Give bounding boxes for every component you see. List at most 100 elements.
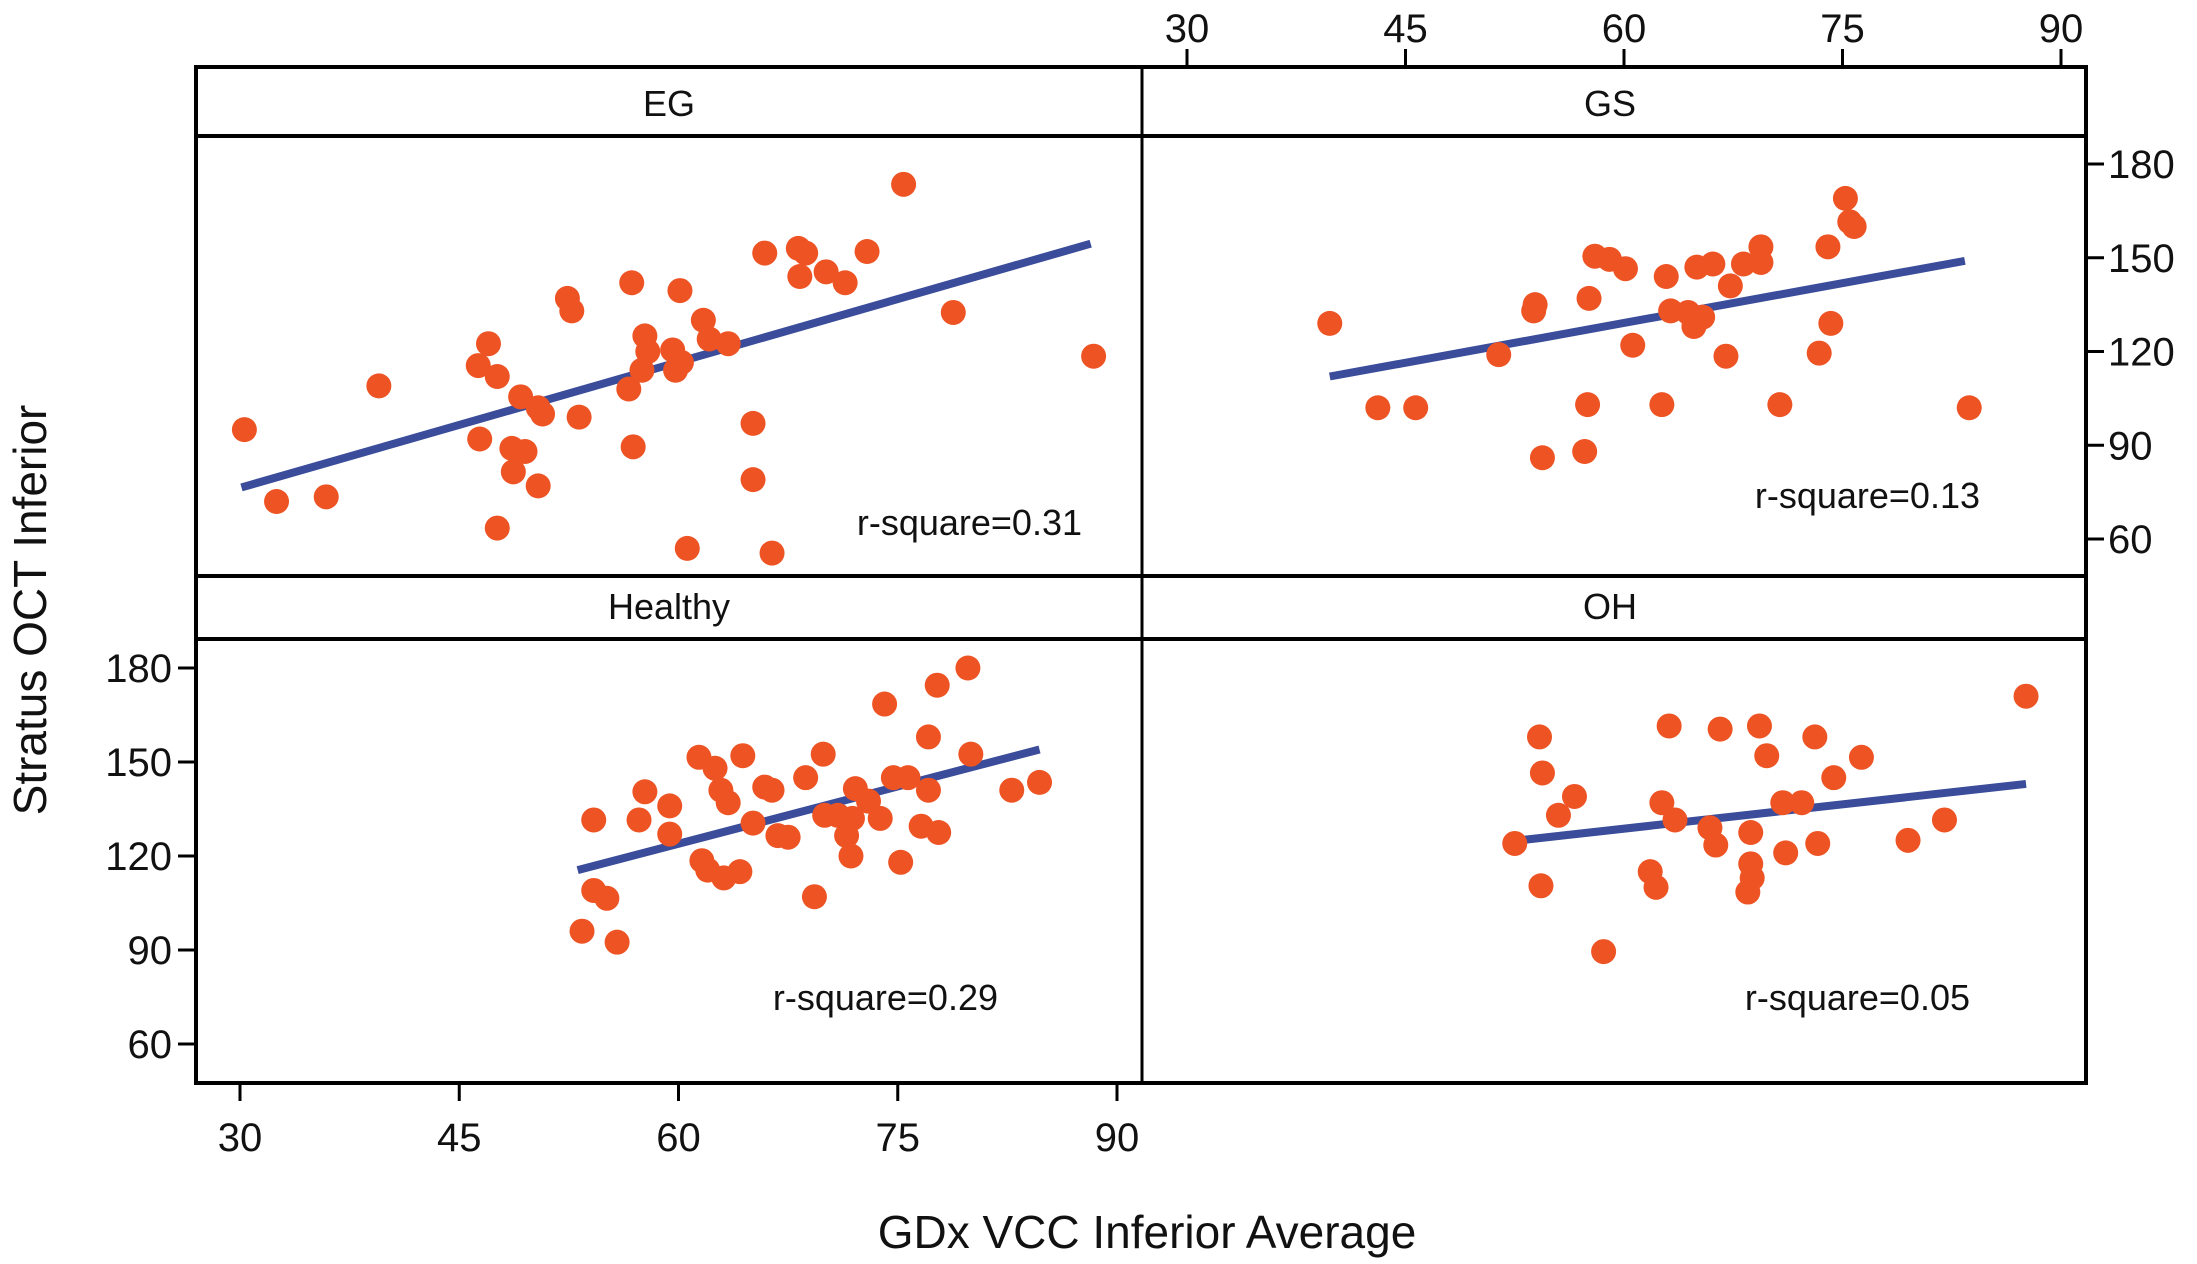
data-point-oh (1662, 807, 1688, 833)
x-tick-label-top: 90 (2039, 7, 2084, 51)
data-point-oh (1707, 716, 1733, 742)
data-point-oh (1754, 743, 1780, 769)
data-point-eg (891, 171, 917, 197)
data-point-eg (715, 331, 741, 357)
y-tick-label-right: 90 (2108, 424, 2153, 468)
strip-labels: EG GS Healthy OH (608, 83, 1637, 627)
data-point-eg (740, 410, 766, 436)
data-point-oh (1656, 713, 1682, 739)
data-point-oh (1773, 840, 1799, 866)
data-point-healthy (915, 724, 941, 750)
data-point-oh (1529, 760, 1555, 786)
data-point-gs (1365, 395, 1391, 421)
data-point-healthy (569, 918, 595, 944)
data-point-oh (1848, 744, 1874, 770)
x-tick-label-top: 75 (1820, 7, 1865, 51)
data-point-oh (1931, 807, 1957, 833)
data-point-gs (1649, 392, 1675, 418)
data-point-oh (1802, 724, 1828, 750)
data-point-healthy (958, 741, 984, 767)
data-point-gs (1748, 249, 1774, 275)
data-point-oh (1821, 765, 1847, 791)
data-point-healthy (727, 859, 753, 885)
data-point-healthy (999, 777, 1025, 803)
data-point-healthy (895, 765, 921, 791)
data-point-eg (616, 376, 642, 402)
data-point-healthy (740, 810, 766, 836)
data-point-gs (1713, 343, 1739, 369)
y-tick-label-left: 90 (128, 929, 173, 973)
data-point-eg (264, 489, 290, 514)
data-points (231, 171, 2039, 965)
data-point-gs (1700, 251, 1726, 277)
data-point-healthy (775, 824, 801, 850)
data-point-eg (559, 298, 585, 324)
data-point-eg (940, 299, 966, 325)
data-point-oh (1649, 790, 1675, 816)
data-point-gs (1575, 392, 1601, 418)
data-point-healthy (1027, 769, 1053, 795)
data-point-oh (1746, 713, 1772, 739)
x-tick-label-bottom: 45 (437, 1116, 482, 1160)
data-point-gs (1815, 234, 1841, 260)
data-point-gs (1317, 310, 1343, 336)
y-tick-label-left: 180 (105, 647, 172, 691)
data-point-healthy (888, 849, 914, 875)
data-point-eg (696, 326, 722, 352)
data-point-eg (854, 239, 880, 264)
data-point-eg (787, 264, 813, 289)
data-point-gs (1818, 310, 1844, 336)
data-point-eg (620, 434, 646, 460)
data-point-healthy (730, 743, 756, 769)
y-tick-label-right: 120 (2108, 331, 2175, 375)
data-point-oh (1738, 820, 1764, 845)
y-tick-label-left: 120 (105, 835, 172, 879)
data-point-eg (512, 439, 538, 464)
data-point-gs (1576, 285, 1602, 311)
data-point-healthy (604, 929, 630, 955)
data-point-eg (566, 404, 592, 430)
data-point-eg (667, 278, 693, 304)
y-tick-label-right: 150 (2108, 237, 2175, 281)
data-point-gs (1806, 340, 1832, 366)
data-point-gs (1841, 214, 1867, 239)
data-point-oh (1643, 874, 1669, 900)
data-point-gs (1653, 264, 1679, 289)
fit-line-oh (1518, 779, 2027, 845)
strip-label-gs: GS (1584, 83, 1636, 124)
strip-label-oh: OH (1583, 586, 1637, 627)
data-point-healthy (626, 807, 652, 833)
data-point-oh (1770, 790, 1796, 816)
data-point-eg (465, 353, 491, 379)
data-point-gs (1717, 273, 1743, 299)
data-point-oh (1528, 873, 1554, 899)
data-point-healthy (702, 755, 728, 781)
data-point-gs (1956, 395, 1982, 421)
data-point-eg (467, 426, 493, 452)
data-point-gs (1529, 445, 1555, 471)
data-point-healthy (955, 655, 981, 681)
data-point-healthy (810, 741, 836, 767)
data-point-healthy (657, 793, 683, 819)
data-point-healthy (759, 777, 785, 803)
data-point-oh (1545, 802, 1571, 828)
y-axis-title: Stratus OCT Inferior (4, 405, 56, 816)
x-tick-label-bottom: 60 (656, 1116, 701, 1160)
fit-lines (240, 239, 2027, 874)
data-point-eg (629, 357, 655, 383)
data-point-gs (1522, 292, 1548, 318)
r-square-labels: r-square=0.31 r-square=0.13 r-square=0.2… (773, 475, 1980, 1018)
data-point-eg (619, 270, 645, 296)
data-point-oh (1895, 827, 1921, 853)
x-tick-label-top: 30 (1165, 7, 1210, 51)
data-point-eg (484, 364, 510, 389)
data-point-oh (2013, 683, 2039, 709)
data-point-healthy (715, 790, 741, 816)
y-tick-label-right: 60 (2108, 518, 2153, 562)
data-point-eg (832, 270, 858, 296)
data-point-eg (231, 417, 257, 443)
data-point-eg (813, 259, 839, 285)
r-square-label-gs: r-square=0.13 (1755, 475, 1980, 516)
r-square-label-healthy: r-square=0.29 (773, 977, 998, 1018)
